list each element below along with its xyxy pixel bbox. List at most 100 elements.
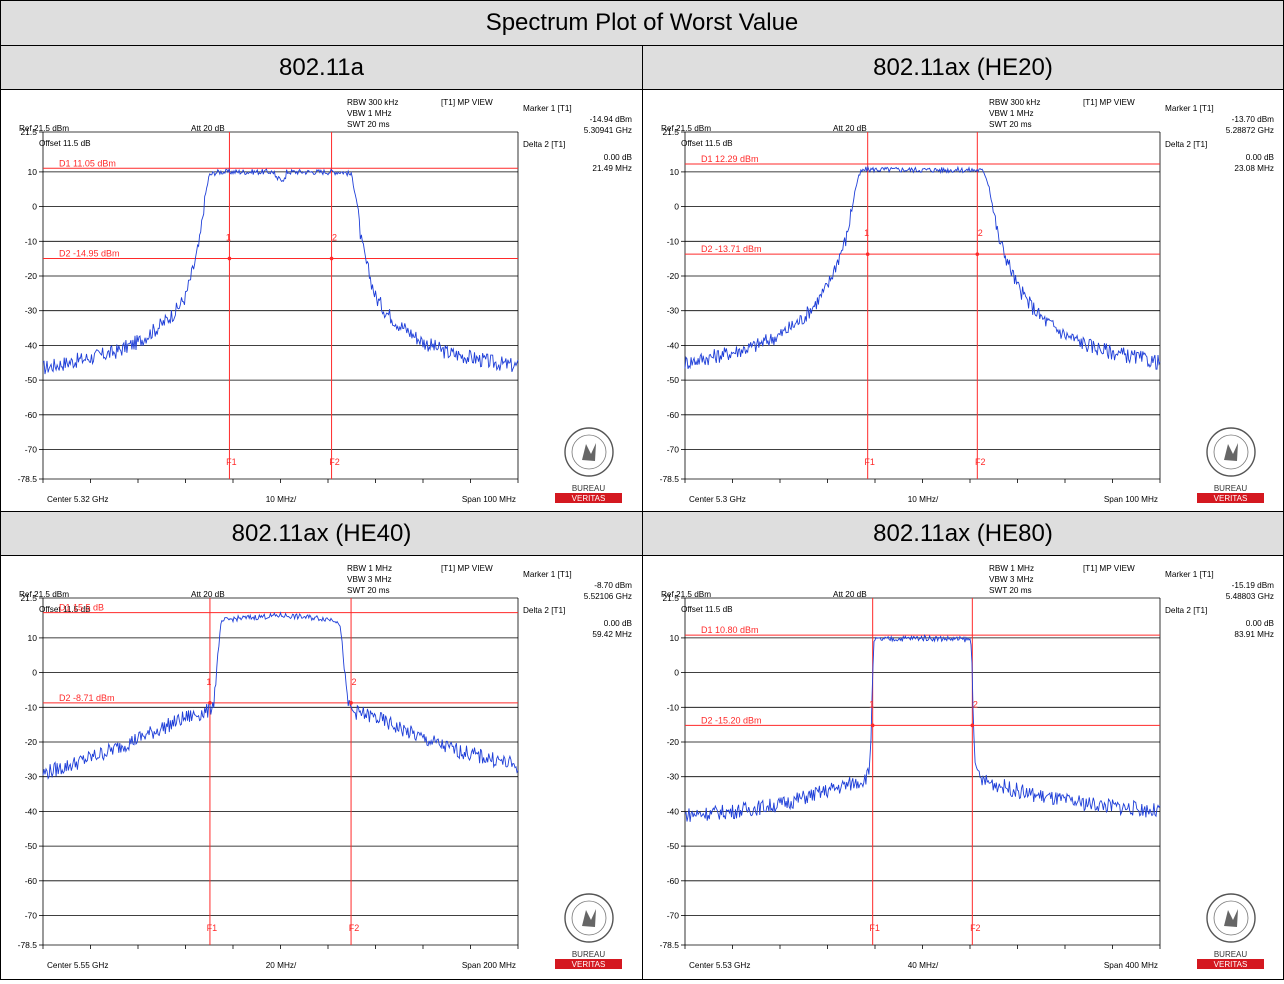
marker1-title: Marker 1 [T1]: [523, 570, 572, 579]
marker1-title: Marker 1 [T1]: [1165, 104, 1214, 113]
vbw-label: VBW 1 MHz: [989, 109, 1034, 118]
plot-cell-he40: 21.5 10 0 -10 -20 -30 -40 -50 -60 -70 -78.5 Ref 21.…: [0, 555, 643, 980]
logo-bottom-text: VERITAS: [1214, 960, 1248, 969]
marker1-level: -14.94 dBm: [590, 115, 633, 124]
ref-level-label: Ref 21.5 dBm: [661, 124, 711, 133]
attenuation-label: Att 20 dB: [833, 590, 867, 599]
div-label: 10 MHz/: [266, 495, 297, 504]
marker-2-point: [970, 723, 975, 728]
marker-2-label: 2: [973, 699, 978, 709]
marker-2-label: 2: [352, 677, 357, 687]
rbw-label: RBW 300 kHz: [347, 98, 398, 107]
rbw-label: RBW 1 MHz: [989, 564, 1034, 573]
y-tick-label: -30: [25, 772, 38, 782]
logo-top-band: [555, 483, 622, 493]
y-tick-label: -40: [667, 340, 680, 350]
y-tick-label: 10: [28, 167, 38, 177]
y-tick-label: -50: [25, 375, 38, 385]
marker1-freq: 5.52106 GHz: [584, 592, 632, 601]
marker-2-label: 2: [978, 228, 983, 238]
y-tick-label: 10: [28, 633, 38, 643]
rbw-label: RBW 1 MHz: [347, 564, 392, 573]
y-tick-label: -78.5: [18, 474, 38, 484]
y-tick-label: -10: [667, 702, 680, 712]
plot-cell-he80: 21.5 10 0 -10 -20 -30 -40 -50 -60 -70 -78.5 Ref 21.…: [642, 555, 1284, 980]
vbw-label: VBW 1 MHz: [347, 109, 392, 118]
center-freq-label: Center 5.53 GHz: [689, 961, 750, 970]
spectrum-trace: [684, 634, 1161, 822]
f2-label: F2: [329, 457, 340, 467]
marker1-level: -8.70 dBm: [594, 581, 632, 590]
marker-1-point: [865, 252, 870, 256]
f1-label: F1: [869, 923, 880, 933]
spectrum-trace: [42, 167, 519, 375]
y-tick-label: -10: [25, 236, 38, 246]
y-tick-label: -30: [667, 772, 680, 782]
center-freq-label: Center 5.32 GHz: [47, 495, 108, 504]
logo-seal-inner: [1213, 900, 1249, 936]
delta2-freq: 83.91 MHz: [1234, 630, 1274, 639]
y-tick-label: 0: [674, 668, 679, 678]
vbw-label: VBW 3 MHz: [347, 575, 392, 584]
y-tick-label: -60: [667, 410, 680, 420]
d2-label: D2 -13.71 dBm: [701, 244, 762, 254]
attenuation-label: Att 20 dB: [191, 590, 225, 599]
logo-bottom-band: [1197, 493, 1264, 503]
y-tick-label: 0: [32, 202, 37, 212]
spectrum-trace: [42, 611, 519, 780]
center-freq-label: Center 5.3 GHz: [689, 495, 746, 504]
spectrum-trace: [684, 165, 1161, 370]
span-label: Span 200 MHz: [462, 961, 516, 970]
marker-1-label: 1: [864, 228, 869, 238]
y-tick-label: 21.5: [20, 127, 37, 137]
delta2-freq: 23.08 MHz: [1234, 164, 1274, 173]
d1-label: D1 12.29 dBm: [701, 154, 759, 164]
y-tick-label: -30: [667, 306, 680, 316]
marker-1-point: [208, 701, 212, 705]
marker-1-label: 1: [226, 232, 231, 242]
marker1-title: Marker 1 [T1]: [523, 104, 572, 113]
y-tick-label: -70: [25, 445, 38, 455]
y-tick-label: -30: [25, 306, 38, 316]
plot-grid: [681, 131, 1161, 483]
swt-label: SWT 20 ms: [347, 586, 390, 595]
y-tick-label: -10: [667, 236, 680, 246]
div-label: 40 MHz/: [908, 961, 939, 970]
logo-seal-inner: [1213, 434, 1249, 470]
f2-label: F2: [970, 923, 981, 933]
y-tick-label: -20: [667, 737, 680, 747]
spectrum-chart-802-11a: 21.5 10 0 -10 -20 -30 -40 -50 -60 -70 -78.5 Ref 21.…: [18, 98, 633, 504]
ref-level-label: Ref 21.5 dBm: [19, 124, 69, 133]
div-label: 10 MHz/: [908, 495, 939, 504]
y-tick-label: 10: [670, 167, 680, 177]
y-tick-label: 21.5: [20, 593, 37, 603]
logo-seal-figure: [582, 909, 596, 927]
ref-level-label: Ref 21.5 dBm: [19, 590, 69, 599]
span-label: Span 100 MHz: [462, 495, 516, 504]
offset-label: Offset 11.5 dB: [39, 139, 91, 148]
trace-view-label: [T1] MP VIEW: [1083, 564, 1135, 573]
y-tick-label: 10: [670, 633, 680, 643]
swt-label: SWT 20 ms: [989, 586, 1032, 595]
y-tick-label: -60: [667, 876, 680, 886]
d2-label: D2 -14.95 dBm: [59, 248, 120, 258]
marker1-freq: 5.48803 GHz: [1226, 592, 1274, 601]
y-tick-label: -60: [25, 410, 38, 420]
y-tick-label: -40: [667, 806, 680, 816]
div-label: 20 MHz/: [266, 961, 297, 970]
marker-1-label: 1: [206, 677, 211, 687]
logo-seal-figure: [1224, 909, 1238, 927]
f2-label: F2: [975, 457, 986, 467]
delta2-title: Delta 2 [T1]: [523, 140, 565, 149]
delta2-level: 0.00 dB: [604, 619, 633, 628]
marker-1-label: 1: [869, 699, 874, 709]
delta2-freq: 21.49 MHz: [592, 164, 632, 173]
logo-bottom-band: [555, 493, 622, 503]
y-tick-label: -70: [667, 911, 680, 921]
d2-label: D2 -8.71 dBm: [59, 693, 115, 703]
marker-1-point: [870, 723, 875, 728]
y-tick-label: 21.5: [662, 127, 679, 137]
